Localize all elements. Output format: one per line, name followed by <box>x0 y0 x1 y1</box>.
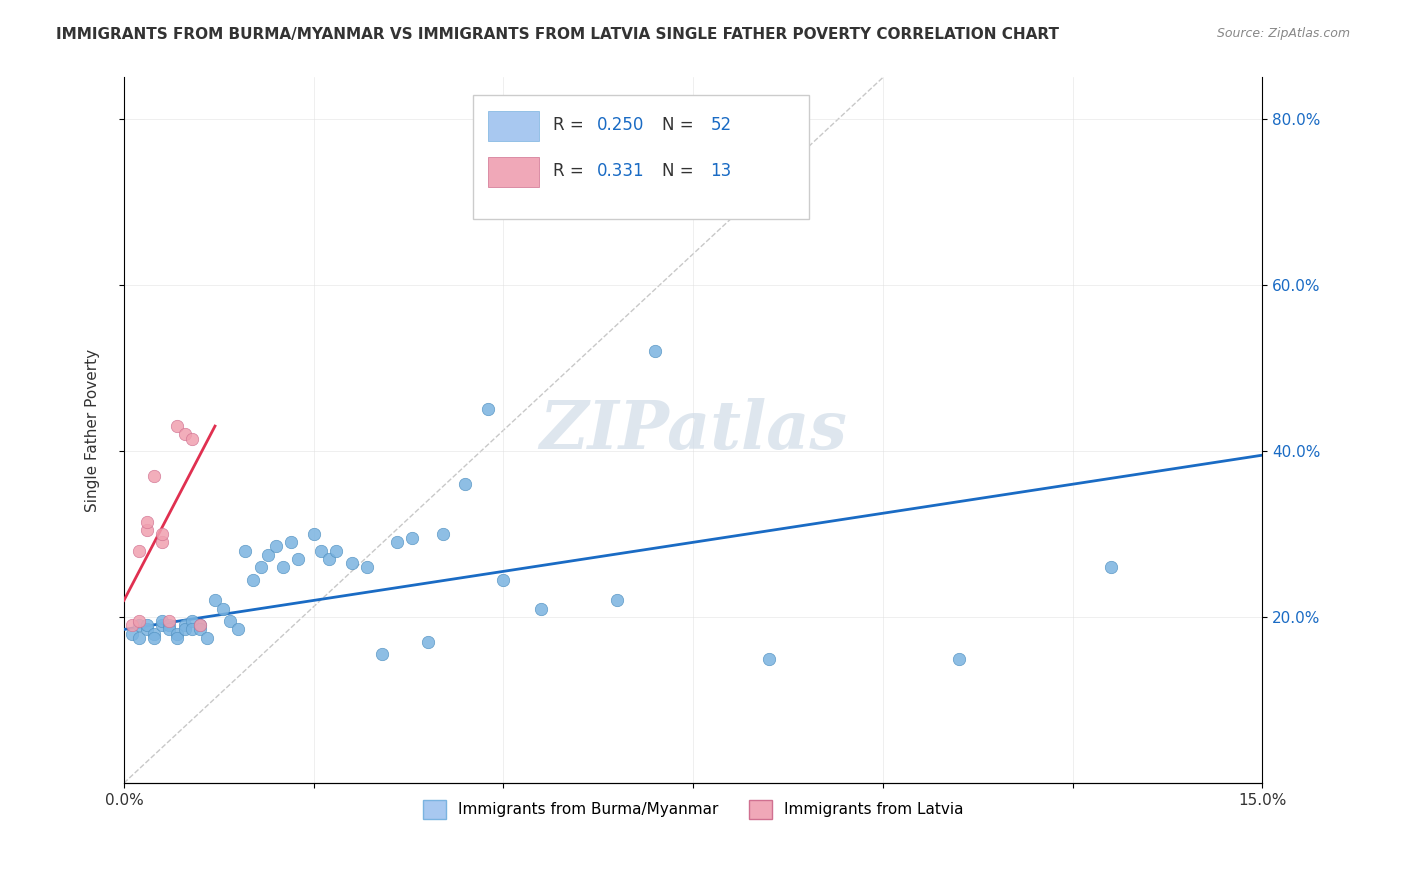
Text: ZIPatlas: ZIPatlas <box>540 398 848 463</box>
Point <box>401 531 423 545</box>
Text: N =: N = <box>662 116 699 134</box>
Point <box>302 527 325 541</box>
Point <box>150 618 173 632</box>
Point <box>150 527 173 541</box>
Legend: Immigrants from Burma/Myanmar, Immigrants from Latvia: Immigrants from Burma/Myanmar, Immigrant… <box>416 794 970 825</box>
Point <box>188 618 211 632</box>
Point <box>273 560 295 574</box>
Point <box>318 552 340 566</box>
Point <box>135 515 157 529</box>
Text: R =: R = <box>553 116 589 134</box>
Point <box>197 631 219 645</box>
Point <box>135 523 157 537</box>
Point <box>287 552 309 566</box>
Text: 0.250: 0.250 <box>596 116 644 134</box>
FancyBboxPatch shape <box>474 95 810 219</box>
Point <box>181 432 204 446</box>
Point <box>606 593 628 607</box>
Point <box>173 618 195 632</box>
Point <box>128 631 150 645</box>
Point <box>226 623 249 637</box>
Point <box>280 535 302 549</box>
Point <box>644 344 666 359</box>
Point <box>249 560 271 574</box>
Point <box>385 535 408 549</box>
Point <box>181 614 204 628</box>
Point <box>1099 560 1122 574</box>
Text: IMMIGRANTS FROM BURMA/MYANMAR VS IMMIGRANTS FROM LATVIA SINGLE FATHER POVERTY CO: IMMIGRANTS FROM BURMA/MYANMAR VS IMMIGRA… <box>56 27 1059 42</box>
Point <box>121 626 143 640</box>
Point <box>150 535 173 549</box>
Point <box>166 419 188 434</box>
Text: R =: R = <box>553 162 595 180</box>
Point <box>128 614 150 628</box>
Point <box>143 631 166 645</box>
Point <box>325 543 347 558</box>
Point <box>150 614 173 628</box>
Point <box>204 593 226 607</box>
Point <box>257 548 280 562</box>
Point <box>166 631 188 645</box>
Point <box>432 527 454 541</box>
Point <box>159 614 181 628</box>
Point <box>166 626 188 640</box>
Y-axis label: Single Father Poverty: Single Father Poverty <box>86 349 100 512</box>
Point <box>309 543 332 558</box>
Point <box>758 651 780 665</box>
Text: 52: 52 <box>710 116 731 134</box>
Point <box>477 402 499 417</box>
Point <box>371 648 394 662</box>
Point <box>143 469 166 483</box>
Point <box>356 560 378 574</box>
Point <box>159 623 181 637</box>
Point <box>242 573 264 587</box>
Point <box>181 623 204 637</box>
Point <box>173 623 195 637</box>
Point <box>173 427 195 442</box>
Point <box>159 618 181 632</box>
Point <box>135 623 157 637</box>
Point <box>188 623 211 637</box>
Text: N =: N = <box>662 162 699 180</box>
Point <box>211 601 233 615</box>
Point <box>219 614 242 628</box>
Point <box>340 556 363 570</box>
Point <box>135 618 157 632</box>
Point <box>143 626 166 640</box>
Point <box>530 601 553 615</box>
Point <box>235 543 257 558</box>
Text: Source: ZipAtlas.com: Source: ZipAtlas.com <box>1216 27 1350 40</box>
Point <box>492 573 515 587</box>
Point <box>188 618 211 632</box>
Text: 13: 13 <box>710 162 731 180</box>
Point <box>948 651 970 665</box>
Text: 0.331: 0.331 <box>596 162 644 180</box>
Point <box>121 618 143 632</box>
Point <box>128 543 150 558</box>
Point <box>264 540 287 554</box>
FancyBboxPatch shape <box>488 157 540 186</box>
FancyBboxPatch shape <box>488 112 540 141</box>
Point <box>416 635 439 649</box>
Point <box>454 477 477 491</box>
Point <box>128 618 150 632</box>
